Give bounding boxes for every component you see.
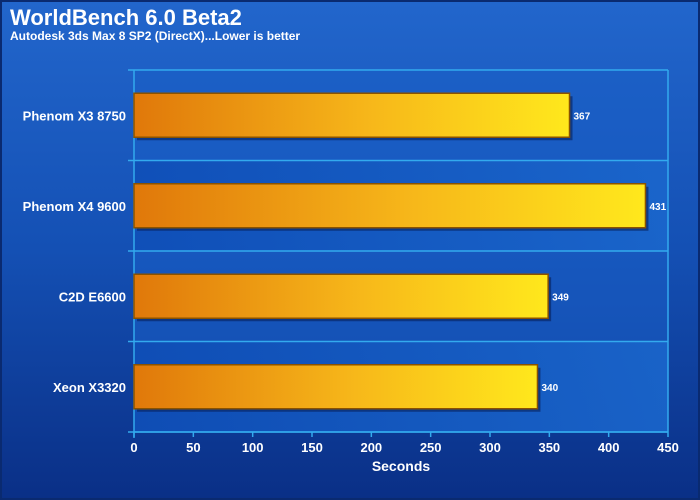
bar-data-label: 367 <box>574 111 591 122</box>
chart-subtitle: Autodesk 3ds Max 8 SP2 (DirectX)...Lower… <box>10 29 300 43</box>
bar-data-label: 340 <box>541 383 558 394</box>
category-labels: Phenom X3 8750 Phenom X4 9600 C2D E6600 Xeo… <box>23 108 126 395</box>
category-label: C2D E6600 <box>59 289 126 304</box>
x-tick-label: 250 <box>420 440 442 455</box>
x-tick-label: 200 <box>360 440 382 455</box>
x-tick-label: 400 <box>598 440 620 455</box>
x-tick-label: 150 <box>301 440 323 455</box>
bar-data-label: 349 <box>552 292 569 303</box>
x-tick-label: 450 <box>657 440 679 455</box>
bar <box>133 364 539 410</box>
category-label: Phenom X3 8750 <box>23 108 126 123</box>
bar <box>133 183 647 229</box>
x-tick-label: 50 <box>186 440 200 455</box>
x-tick-label: 0 <box>130 440 137 455</box>
bar-data-label: 431 <box>649 202 666 213</box>
bar <box>133 92 571 138</box>
category-label: Phenom X4 9600 <box>23 199 126 214</box>
bars <box>133 92 649 412</box>
x-tick-label: 350 <box>538 440 560 455</box>
x-tick-labels: 0 50 100 150 200 250 300 350 400 450 <box>130 440 678 455</box>
data-labels: 367 431 349 340 <box>541 111 666 394</box>
chart-title: WorldBench 6.0 Beta2 <box>10 5 242 30</box>
x-axis-title: Seconds <box>372 458 431 474</box>
bar <box>133 273 549 319</box>
x-tick-label: 300 <box>479 440 501 455</box>
x-tick-label: 100 <box>242 440 264 455</box>
category-label: Xeon X3320 <box>53 380 126 395</box>
